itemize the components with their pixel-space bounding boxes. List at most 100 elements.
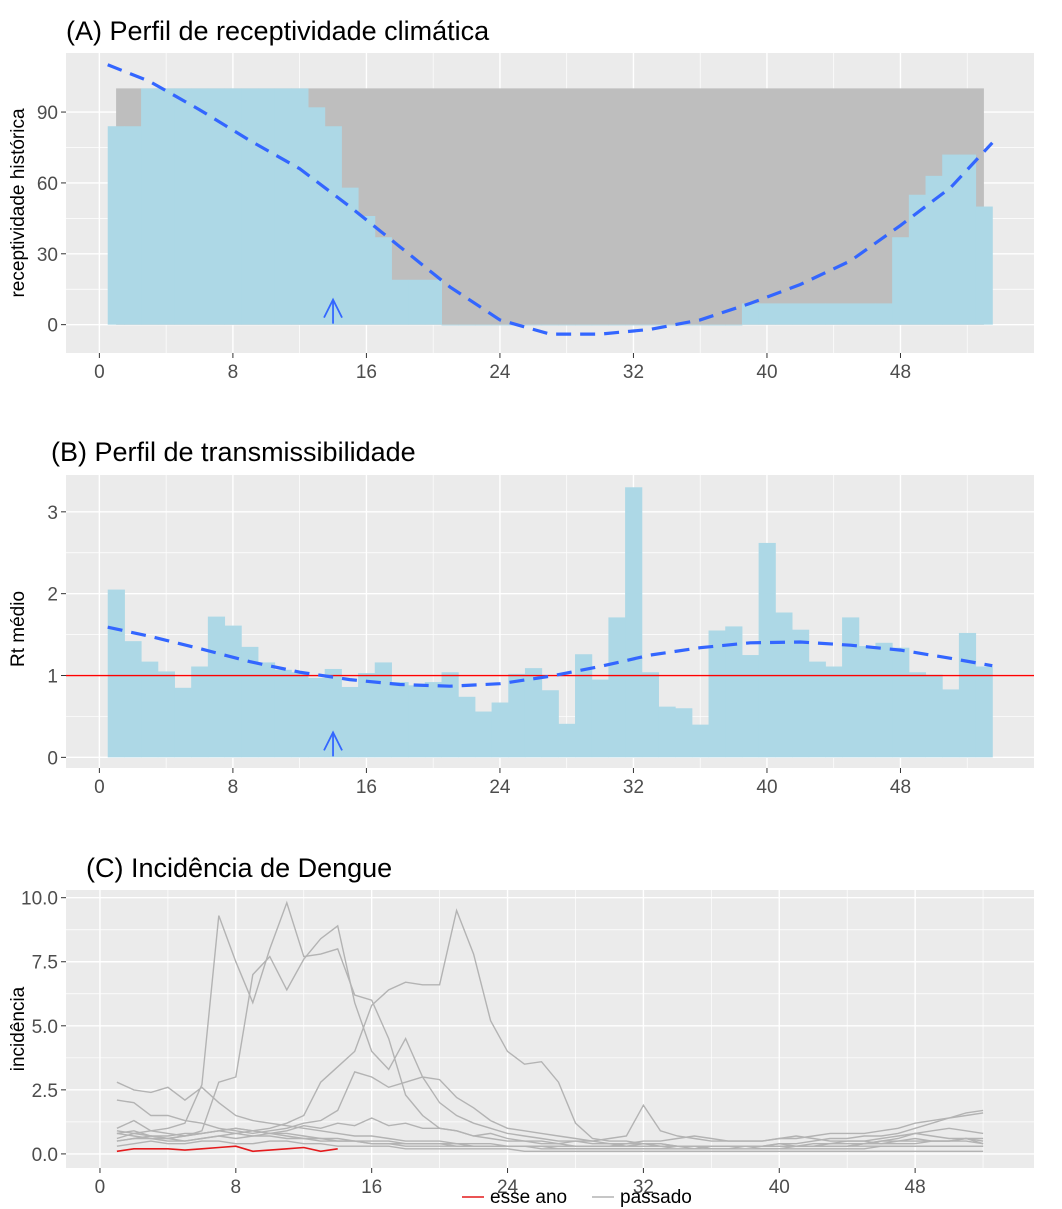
panel-b-bar [591,679,609,758]
panel-a-bar [241,88,259,325]
panel-a-bar [291,88,309,325]
panel-a-bar [424,279,443,325]
panel-a-x-tick-label: 40 [756,362,777,383]
panel-a-x-tick-label: 48 [890,362,911,383]
panel-b-bar [124,641,142,758]
panel-a-bar [708,324,726,326]
panel-b-bar [174,687,192,758]
panel-c-past-year-line [116,1127,984,1150]
panel-b-bar [408,685,426,758]
panel-a-bar [141,88,159,325]
panel-a-x-tick-label: 8 [228,362,239,383]
panel-a-bar [758,303,776,325]
panel-a-bar [825,303,843,325]
panel-a-bar [625,324,643,326]
panel-c-y-tick-label: 10.0 [21,889,58,910]
panel-b-bar [257,662,276,758]
legend-label-past: passado [620,1187,692,1208]
panel-b-bar [508,673,526,758]
panel-b-bar [274,669,292,758]
panel-b-bar [875,642,893,758]
panel-a-bar [157,88,175,325]
panel-b-bar [775,612,793,758]
panel-a-bar [892,237,910,325]
panel-b-bar [641,672,659,758]
panel-a-bar [174,88,192,325]
panel-b-bar [808,661,826,758]
panel-b-bar [141,661,159,758]
panel-b-bar [358,673,376,758]
panel-b-bar [341,686,359,758]
panel-a-bar [124,126,142,325]
panel-a-bar [875,303,893,325]
panel-b-bar [758,542,776,758]
panel-b-bar [792,629,810,758]
panel-a-bars [107,88,993,326]
panel-b-bar [892,647,910,758]
panel-b-bar [524,668,543,758]
panel-a-bar [374,237,392,325]
panel-b-trend [107,625,993,688]
panel-b-bar [958,632,977,758]
panel-b-marker-arrowhead [323,730,343,751]
panel-b-bar [575,654,593,758]
panel-b-ylabel: Rt médio [8,591,29,667]
panel-b-bar [458,696,476,758]
panel-b-x-tick-label: 16 [356,777,377,798]
panel-a-bar [341,187,359,325]
panel-b-bar [858,646,876,758]
legend: esse ano passado [462,1187,692,1208]
panel-b-week-marker [323,730,343,757]
panel-a-bar [775,303,793,325]
panel-b-bar [157,671,175,758]
panel-c-x-tick-label: 8 [231,1177,242,1198]
panel-b-y-tick-label: 3 [47,503,58,524]
panel-c-x-tick-label: 16 [361,1177,382,1198]
panel-c-past-year-line [116,1130,984,1150]
panel-a-bar [641,324,659,326]
panel-a-bar [358,215,376,325]
panel-a-bar [207,88,226,325]
panel-a-bar [558,324,576,326]
panel-b-bar [191,666,209,758]
panel-a-bar [591,324,609,326]
panel-a-bar [942,154,960,325]
panel-a-bar [191,88,209,325]
panel-c-grid [66,890,1034,1168]
panel-c-past-year-line [116,908,984,1147]
panel-a-y-tick-label: 0 [47,316,58,337]
panel-b-bar [842,617,860,758]
panel-c-this-year-line [116,1145,338,1153]
panel-b-bar [658,706,676,758]
panel-c-x-tick-label: 0 [95,1177,106,1198]
panel-b-y-tick-label: 0 [47,748,58,769]
panel-b-bar [825,666,843,758]
panel-b-bar [424,682,443,758]
panel-a-bar [224,88,242,325]
panel-a-bar [474,324,493,326]
panel-b-bar [625,487,643,758]
panel-a-ylabel: receptividade histórica [8,108,29,297]
panel-b-bar [241,646,259,758]
panel-a-x-tick-label: 24 [489,362,511,383]
panel-b-bar [691,724,710,758]
panel-a-bar [257,88,276,325]
panel-a-bar [658,324,676,326]
panel-a-bar [441,324,459,326]
panel-b-y-tick-label: 1 [47,667,58,688]
panel-a-bar [842,303,860,325]
panel-c-axes: 0 8 16 24 32 40 48 0.0 2.5 5.0 7.5 10.0 [21,889,926,1198]
panel-a-bar [975,206,993,325]
panel-b-bar [975,666,993,758]
panel-c-y-tick-label: 0.0 [32,1145,58,1166]
panel-a-bar [925,175,943,325]
panel-a-axes: 0 8 16 24 32 40 48 0 30 60 90 [37,103,911,383]
panel-a-bar [408,279,426,325]
panel-a-bar [608,324,626,326]
legend-label-this-year: esse ano [490,1187,567,1208]
panel-c-y-tick-label: 2.5 [32,1081,58,1102]
panel-a-bar [741,303,760,325]
panel-b-bar [474,711,493,758]
panel-c-y-tick-label: 7.5 [32,953,58,974]
